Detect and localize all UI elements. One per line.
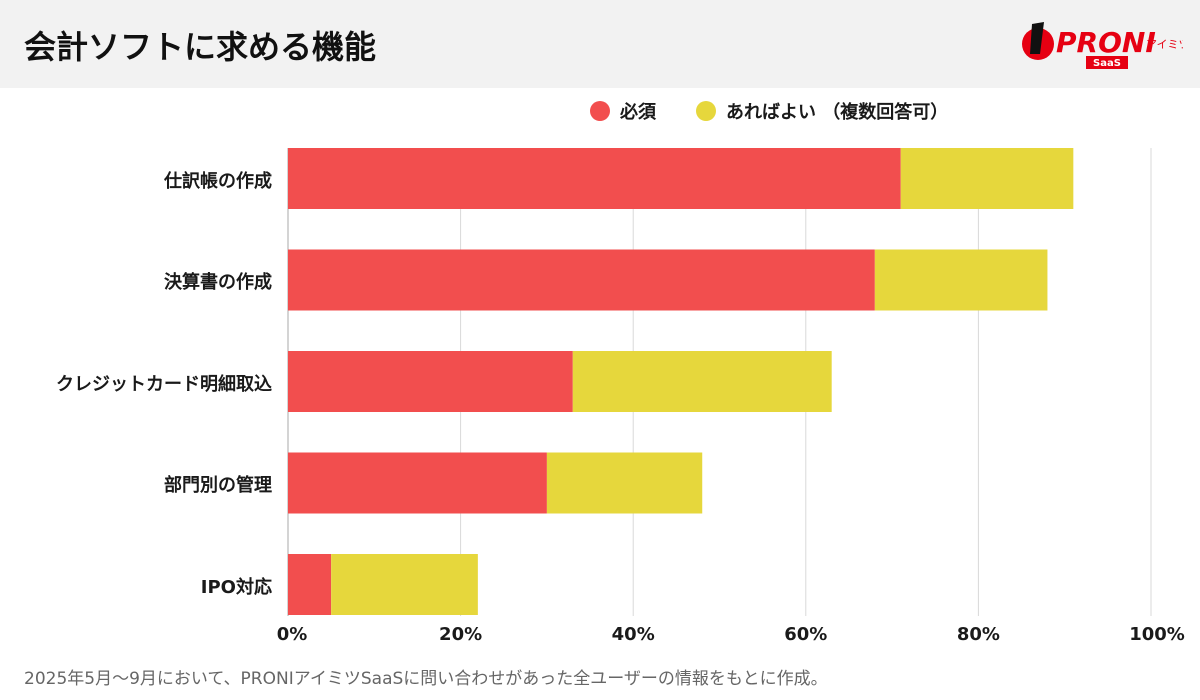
legend-label: 必須 (620, 102, 656, 123)
header: 会計ソフトに求める機能 PRONI アイミツ SaaS (0, 0, 1200, 88)
bar-segment-required (288, 452, 547, 514)
bar-segment-nice-to-have (572, 351, 832, 412)
bar-segment-nice-to-have (546, 452, 703, 514)
svg-text:PRONI: PRONI (1056, 26, 1156, 59)
svg-text:SaaS: SaaS (1093, 58, 1121, 69)
page-title: 会計ソフトに求める機能 (24, 28, 377, 66)
legend-item-nice-to-have: あればよい （複数回答可） (696, 98, 948, 124)
bar-segment-required (288, 148, 901, 209)
x-tick-label: 80% (956, 624, 1000, 645)
legend-label: あればよい （複数回答可） (726, 102, 949, 123)
legend-swatch-nice-to-have (696, 101, 716, 121)
legend: 必須 あればよい （複数回答可） (590, 98, 988, 124)
proni-logo: PRONI アイミツ SaaS (1022, 22, 1183, 69)
category-label: 仕訳帳の作成 (164, 170, 272, 192)
svg-text:アイミツ: アイミツ (1146, 38, 1183, 51)
legend-swatch-required (590, 101, 610, 121)
footnote: 2025年5月〜9月において、PRONIアイミツSaaSに問い合わせがあった全ユ… (24, 669, 828, 689)
bar-segment-required (288, 554, 332, 615)
x-tick-label: 60% (784, 624, 828, 645)
x-tick-label: 0% (276, 624, 308, 645)
bar-segment-required (288, 351, 573, 412)
x-tick-label: 40% (611, 624, 655, 645)
x-tick-label: 20% (439, 624, 483, 645)
category-label: 決算書の作成 (164, 272, 272, 293)
category-label: クレジットカード明細取込 (56, 373, 272, 395)
bar-segment-nice-to-have (900, 148, 1074, 209)
bar-segment-nice-to-have (874, 249, 1048, 311)
category-label: IPO対応 (200, 576, 272, 598)
x-tick-label: 100% (1129, 624, 1185, 645)
category-label: 部門別の管理 (164, 475, 272, 496)
bar-segment-nice-to-have (331, 554, 478, 615)
legend-item-required: 必須 (590, 98, 656, 124)
bar-segment-required (288, 249, 875, 311)
